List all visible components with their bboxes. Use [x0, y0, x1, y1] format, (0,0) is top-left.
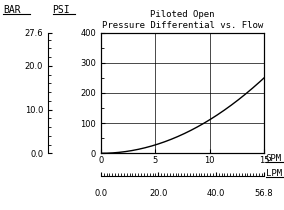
- Text: GPM: GPM: [266, 154, 282, 163]
- Text: PSI: PSI: [53, 5, 70, 15]
- Text: LPM: LPM: [266, 169, 282, 178]
- Text: BAR: BAR: [3, 5, 20, 15]
- Title: Piloted Open
Pressure Differential vs. Flow: Piloted Open Pressure Differential vs. F…: [102, 10, 263, 30]
